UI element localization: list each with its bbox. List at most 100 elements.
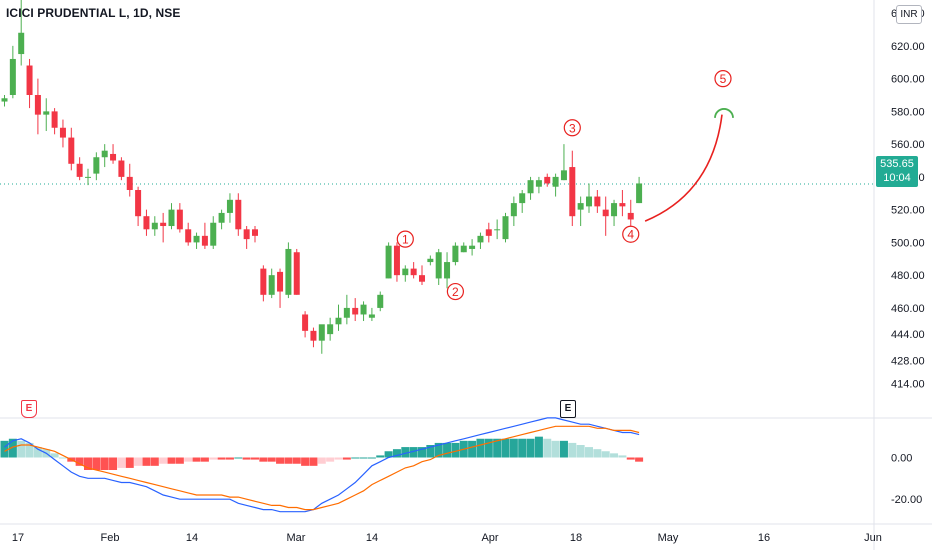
candle-body [519, 193, 526, 204]
candle-body [277, 271, 284, 292]
macd-histogram-bar [267, 457, 276, 462]
macd-histogram-bar [392, 449, 401, 458]
candle-body [318, 324, 325, 341]
candle-body [636, 183, 643, 204]
wave-label-circle [446, 282, 464, 301]
macd-histogram-bar [518, 438, 527, 458]
candle-body [218, 212, 225, 223]
candle-body [377, 294, 384, 308]
candle-body [435, 252, 442, 279]
price-tick-label: 480.00 [891, 270, 925, 282]
candle-body [619, 203, 626, 207]
earnings-badge[interactable]: E [560, 400, 576, 418]
candle-body [343, 307, 350, 318]
candle-body [226, 199, 233, 213]
candle-body [235, 199, 242, 230]
macd-histogram-bar [484, 438, 493, 458]
time-tick-label: Mar [287, 532, 306, 544]
macd-histogram-bar [610, 453, 619, 458]
time-tick-label: 16 [758, 532, 770, 544]
macd-histogram-bar [384, 451, 393, 458]
macd-histogram-bar [8, 438, 17, 458]
macd-histogram-bar [576, 445, 585, 458]
macd-histogram-bar [242, 457, 251, 460]
macd-histogram-bar [526, 438, 535, 458]
macd-line [4, 417, 640, 513]
candle-body [285, 248, 292, 295]
macd-histogram-bar [50, 453, 59, 458]
macd-histogram-bar [292, 457, 301, 464]
time-tick-label: May [658, 532, 679, 544]
candle-body [101, 150, 108, 158]
candle-body [586, 196, 592, 207]
candle-body [76, 163, 83, 177]
macd-histogram-bar [601, 451, 610, 458]
macd-histogram-bar [276, 457, 285, 464]
macd-histogram-bar [359, 457, 368, 459]
candle-body [602, 209, 609, 217]
macd-histogram-bar [376, 455, 385, 458]
symbol-title[interactable]: ICICI PRUDENTIAL L, 1D, NSE [6, 6, 181, 20]
indicator-tick-label: -20.00 [891, 494, 922, 506]
wave-label-text: 2 [452, 285, 459, 299]
price-tick-label: 460.00 [891, 303, 925, 315]
candle-body [151, 222, 158, 230]
candle-body [201, 235, 208, 246]
macd-histogram-bar [192, 457, 201, 462]
candle-body [168, 209, 175, 227]
macd-histogram-bar [543, 438, 552, 458]
macd-histogram-bar [92, 457, 101, 470]
candle-body [485, 229, 492, 236]
wave-label-circle [714, 70, 732, 88]
macd-histogram-bar [142, 457, 151, 466]
time-tick-label: 14 [186, 532, 198, 544]
macd-histogram-bar [251, 457, 259, 460]
macd-histogram-bar [501, 438, 510, 458]
time-tick-label: Apr [481, 532, 498, 544]
candle-body [552, 176, 559, 187]
candle-body [393, 245, 400, 276]
time-tick-label: 17 [12, 532, 24, 544]
candle-body [569, 167, 576, 217]
candle-body [59, 127, 66, 138]
candle-body [360, 304, 367, 315]
macd-histogram-bar [493, 438, 502, 458]
candle-body [9, 58, 16, 95]
candle-body [469, 245, 476, 249]
candle-body [34, 94, 41, 115]
candle-body [160, 222, 167, 227]
macd-histogram-bar [534, 436, 543, 458]
signal-line [4, 425, 640, 511]
price-tick-label: 600.00 [891, 74, 925, 86]
macd-histogram-bar [468, 440, 477, 458]
price-tick-label: 414.00 [891, 378, 925, 390]
candle-body [252, 229, 258, 236]
candle-body [535, 180, 542, 187]
candle-body [594, 196, 601, 207]
candle-body [452, 245, 459, 263]
candle-body [185, 229, 192, 243]
macd-histogram-bar [33, 447, 42, 458]
macd-histogram-bar [509, 438, 518, 458]
macd-histogram-bar [184, 457, 193, 462]
candle-body [135, 189, 142, 217]
earnings-badge[interactable]: E [21, 400, 37, 418]
macd-histogram-bar [109, 457, 118, 470]
candle-body [85, 176, 91, 178]
candle-body [210, 222, 217, 246]
currency-button[interactable]: INR [896, 5, 922, 24]
candle-body [26, 65, 33, 95]
macd-histogram-bar [367, 457, 376, 459]
candle-body [460, 245, 467, 253]
wave-label-text: 1 [402, 233, 409, 247]
macd-histogram-bar [209, 457, 218, 460]
candle-body [193, 235, 200, 243]
macd-histogram-bar [618, 455, 627, 458]
macd-histogram-bar [225, 457, 234, 460]
candle-body [43, 111, 50, 115]
candle-body [335, 317, 342, 325]
candle-body [260, 268, 267, 295]
candle-body [352, 307, 359, 315]
price-tick-label: 500.00 [891, 237, 925, 249]
